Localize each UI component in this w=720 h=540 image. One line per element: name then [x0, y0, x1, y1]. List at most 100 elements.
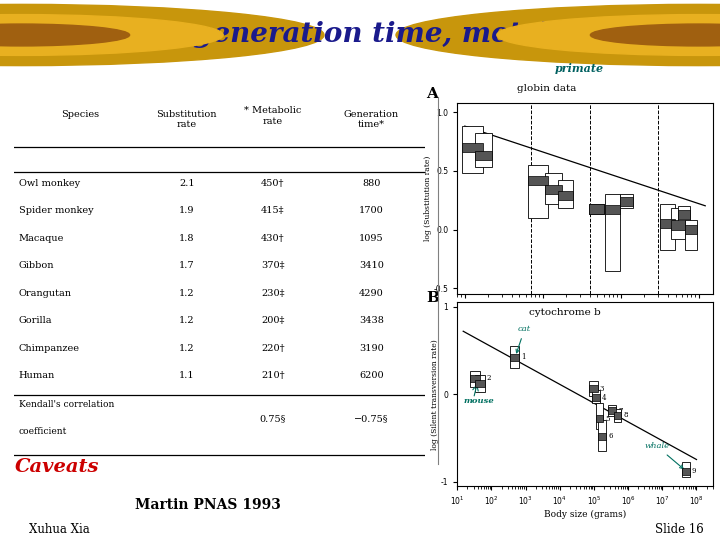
- Text: 2.1: 2.1: [179, 179, 194, 187]
- Text: Generation
time*: Generation time*: [344, 110, 399, 129]
- Text: 230‡: 230‡: [261, 288, 284, 298]
- Bar: [589, 381, 598, 396]
- Bar: [660, 219, 675, 228]
- Bar: [620, 194, 634, 208]
- Circle shape: [0, 24, 130, 46]
- Text: coefficient: coefficient: [19, 428, 67, 436]
- Bar: [462, 126, 482, 173]
- Text: Gorilla: Gorilla: [19, 316, 52, 325]
- Text: 450†: 450†: [261, 179, 284, 187]
- Bar: [475, 151, 492, 160]
- Text: 1.8: 1.8: [179, 234, 194, 242]
- Text: 1.2: 1.2: [179, 288, 194, 298]
- Text: 1.2: 1.2: [179, 343, 194, 353]
- Text: Xuhua Xia: Xuhua Xia: [29, 523, 89, 536]
- Text: 3190: 3190: [359, 343, 384, 353]
- Bar: [660, 204, 675, 249]
- Bar: [475, 133, 492, 167]
- Text: Chimpanzee: Chimpanzee: [19, 343, 79, 353]
- Bar: [671, 220, 685, 230]
- Text: −0.75§: −0.75§: [354, 414, 389, 423]
- Text: cat: cat: [516, 325, 531, 353]
- Text: Substitution
rate: Substitution rate: [156, 110, 217, 129]
- Text: whale: whale: [644, 442, 683, 469]
- Text: 2: 2: [487, 374, 491, 382]
- Bar: [589, 386, 598, 393]
- Text: cytochrome b: cytochrome b: [528, 308, 600, 318]
- Bar: [605, 205, 620, 214]
- Text: 220†: 220†: [261, 343, 285, 353]
- Text: Species: Species: [61, 110, 99, 119]
- Text: Owl monkey: Owl monkey: [19, 179, 80, 187]
- Text: Slide 16: Slide 16: [655, 523, 704, 536]
- Text: Gibbon: Gibbon: [19, 261, 54, 270]
- Circle shape: [0, 15, 223, 56]
- Bar: [613, 411, 621, 418]
- Bar: [475, 380, 485, 387]
- Bar: [620, 197, 634, 206]
- X-axis label: Body size (grams): Body size (grams): [544, 510, 626, 519]
- Bar: [682, 468, 690, 475]
- Text: Human: Human: [19, 371, 55, 380]
- Bar: [528, 165, 548, 218]
- Text: B: B: [426, 292, 439, 306]
- Text: 0.75§: 0.75§: [260, 414, 287, 423]
- Text: globin data: globin data: [517, 84, 576, 93]
- Text: 3: 3: [600, 385, 604, 393]
- Text: Spider monkey: Spider monkey: [19, 206, 93, 215]
- Bar: [678, 206, 690, 221]
- Text: 6: 6: [608, 432, 613, 440]
- Text: 3410: 3410: [359, 261, 384, 270]
- Bar: [462, 143, 482, 152]
- Text: Sub. rate, generation time, metabolic rate: Sub. rate, generation time, metabolic ra…: [32, 22, 688, 49]
- Text: 7: 7: [618, 407, 623, 415]
- Text: primate: primate: [554, 63, 603, 74]
- Text: Kendall's correlation: Kendall's correlation: [19, 400, 114, 409]
- Bar: [593, 390, 600, 403]
- Text: 1: 1: [521, 354, 526, 361]
- Text: Macaque: Macaque: [19, 234, 64, 242]
- Text: 430†: 430†: [261, 234, 285, 242]
- Text: 415‡: 415‡: [261, 206, 284, 215]
- Bar: [470, 370, 480, 387]
- Circle shape: [497, 15, 720, 56]
- Y-axis label: log (Substitution rate): log (Substitution rate): [424, 156, 432, 241]
- Text: 8: 8: [624, 411, 628, 419]
- Bar: [613, 409, 621, 422]
- Bar: [685, 225, 697, 234]
- Circle shape: [590, 24, 720, 46]
- Bar: [470, 375, 480, 382]
- Bar: [671, 208, 685, 239]
- Bar: [544, 173, 562, 204]
- Text: 1700: 1700: [359, 206, 384, 215]
- Bar: [589, 204, 604, 214]
- Bar: [595, 403, 603, 429]
- Circle shape: [0, 4, 324, 65]
- Bar: [558, 180, 573, 208]
- Bar: [608, 407, 616, 414]
- Text: 4290: 4290: [359, 288, 384, 298]
- Bar: [608, 404, 616, 416]
- Text: 1.1: 1.1: [179, 371, 194, 380]
- Text: A: A: [426, 87, 438, 102]
- Text: mouse: mouse: [463, 397, 494, 405]
- Circle shape: [396, 4, 720, 65]
- Bar: [544, 185, 562, 194]
- Text: 5: 5: [606, 415, 610, 423]
- Text: 9: 9: [692, 467, 696, 475]
- Bar: [598, 433, 606, 440]
- Text: 370‡: 370‡: [261, 261, 284, 270]
- Bar: [605, 194, 620, 271]
- Bar: [558, 191, 573, 200]
- Bar: [510, 354, 519, 361]
- Y-axis label: log (Silent transversion rate): log (Silent transversion rate): [431, 339, 439, 450]
- Text: * Metabolic
rate: * Metabolic rate: [244, 106, 302, 126]
- Text: Orangutan: Orangutan: [19, 288, 71, 298]
- Bar: [593, 394, 600, 401]
- Bar: [598, 421, 606, 451]
- Text: Martin PNAS 1993: Martin PNAS 1993: [135, 498, 281, 512]
- Bar: [528, 176, 548, 185]
- Text: 200‡: 200‡: [261, 316, 284, 325]
- Text: 3438: 3438: [359, 316, 384, 325]
- Text: 210†: 210†: [261, 371, 285, 380]
